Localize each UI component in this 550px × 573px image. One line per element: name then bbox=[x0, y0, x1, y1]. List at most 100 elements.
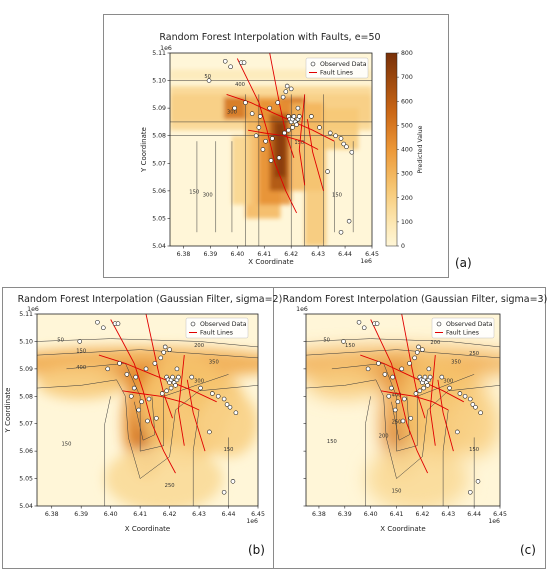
observed-point-36 bbox=[333, 133, 338, 138]
observed-point-24 bbox=[168, 385, 174, 391]
xtick-label-4: 6.42 bbox=[163, 511, 177, 518]
observed-point-44 bbox=[309, 114, 314, 119]
observed-point-36 bbox=[462, 394, 468, 399]
ytick-label-3: 5.07 bbox=[152, 160, 166, 167]
colorbar-tick-label-3: 300 bbox=[401, 171, 413, 178]
chart-title: Random Forest Interpolation with Faults,… bbox=[159, 32, 380, 43]
observed-point-40 bbox=[478, 410, 483, 416]
ytick-label-7: 5.11 bbox=[152, 50, 166, 57]
fault-line-5 bbox=[186, 379, 206, 452]
legend: Observed Data Fault Lines bbox=[185, 317, 249, 339]
heat-blob-7 bbox=[365, 445, 469, 506]
x-offset-label: 1e6 bbox=[246, 518, 258, 525]
observed-point-2 bbox=[228, 64, 233, 70]
observed-point-40 bbox=[349, 149, 355, 155]
heat-blob-8 bbox=[199, 390, 258, 457]
xtick-label-2: 6.40 bbox=[104, 511, 118, 518]
contour-label-1: 150 bbox=[76, 348, 86, 354]
colorbar-tick-label-2: 200 bbox=[401, 195, 413, 202]
contour-label-4: 400 bbox=[76, 365, 86, 371]
observed-point-35 bbox=[457, 391, 463, 396]
fault-line-0 bbox=[236, 58, 298, 214]
contour-0 bbox=[306, 338, 500, 348]
observed-point-30 bbox=[131, 385, 137, 391]
observed-point-34 bbox=[317, 125, 322, 130]
observed-point-23 bbox=[427, 374, 433, 380]
contour-4 bbox=[133, 396, 156, 441]
observed-points bbox=[341, 319, 483, 495]
heat-block-8 bbox=[304, 135, 327, 246]
observed-point-37 bbox=[467, 396, 473, 402]
observed-point-8 bbox=[133, 374, 138, 380]
fault-line-3 bbox=[122, 390, 200, 411]
xtick-label-0: 6.38 bbox=[177, 251, 191, 258]
observed-point-6 bbox=[376, 361, 381, 366]
ytick-label-4: 5.08 bbox=[152, 133, 166, 140]
observed-point-21 bbox=[294, 122, 299, 127]
xtick-label-1: 6.39 bbox=[204, 251, 218, 258]
observed-point-13 bbox=[284, 83, 290, 89]
observed-point-31 bbox=[386, 394, 392, 399]
contour-label-9: 150 bbox=[327, 439, 337, 445]
observed-point-26 bbox=[282, 130, 287, 136]
y-axis-label: Y Coordinate bbox=[4, 388, 12, 434]
colorbar-tick-label-6: 600 bbox=[401, 98, 413, 105]
observed-point-2 bbox=[361, 325, 367, 330]
xtick-label-4: 6.42 bbox=[416, 511, 430, 518]
observed-point-33 bbox=[408, 415, 414, 421]
xtick-label-2: 6.40 bbox=[364, 511, 378, 518]
observed-point-6 bbox=[117, 361, 122, 366]
observed-point-12 bbox=[161, 350, 166, 355]
xtick-label-5: 6.43 bbox=[192, 511, 206, 518]
heat-blob-8 bbox=[448, 390, 500, 457]
observed-point-5 bbox=[365, 366, 371, 372]
legend: Observed Data Fault Lines bbox=[305, 57, 369, 79]
observed-point-14 bbox=[420, 347, 425, 352]
observed-point-19 bbox=[170, 374, 175, 380]
observed-point-12 bbox=[283, 89, 289, 94]
observed-point-13 bbox=[416, 344, 421, 350]
contour-label-1: 150 bbox=[189, 190, 199, 196]
observed-point-40 bbox=[233, 410, 239, 416]
observed-point-29 bbox=[392, 407, 398, 413]
observed-point-27 bbox=[146, 396, 152, 402]
observed-point-42 bbox=[338, 229, 344, 235]
observed-point-11 bbox=[158, 355, 164, 361]
contour-label-5: 300 bbox=[194, 379, 204, 385]
heat-block-9 bbox=[323, 108, 359, 150]
heat-blob-6 bbox=[306, 366, 384, 400]
fault-line-3 bbox=[248, 129, 319, 150]
observed-point-33 bbox=[154, 415, 159, 421]
observed-point-38 bbox=[224, 402, 230, 407]
observed-point-26 bbox=[159, 391, 165, 396]
ytick-label-5: 5.09 bbox=[19, 366, 33, 373]
observed-points bbox=[77, 319, 239, 495]
legend-box bbox=[431, 317, 495, 339]
plot-frame bbox=[305, 313, 501, 507]
contour-label-11: 150 bbox=[469, 447, 479, 453]
observed-point-24 bbox=[290, 125, 295, 130]
observed-point-35 bbox=[210, 391, 215, 396]
heat-field bbox=[306, 338, 500, 506]
xtick-label-5: 6.43 bbox=[311, 251, 325, 258]
colorbar-tick-label-1: 100 bbox=[401, 219, 413, 226]
observed-point-30 bbox=[389, 385, 394, 391]
ytick-label-2: 5.06 bbox=[19, 448, 33, 455]
observed-point-34 bbox=[198, 385, 203, 391]
ytick-label-0: 5.04 bbox=[152, 243, 166, 250]
observed-point-11 bbox=[280, 94, 286, 100]
observed-point-4 bbox=[115, 321, 121, 326]
contour-1 bbox=[306, 349, 500, 359]
y-offset-label: 1e6 bbox=[160, 45, 172, 52]
observed-point-39 bbox=[227, 404, 233, 410]
observed-point-14 bbox=[288, 86, 294, 92]
ytick-label-1: 5.05 bbox=[19, 476, 33, 483]
observed-point-41 bbox=[207, 429, 212, 435]
observed-point-1 bbox=[95, 319, 100, 325]
colorbar-label: Predicted Value bbox=[417, 125, 424, 173]
legend-label-fault: Fault Lines bbox=[446, 330, 479, 337]
fault-line-0 bbox=[370, 319, 429, 474]
fault-line-1 bbox=[145, 314, 173, 419]
observed-point-0 bbox=[341, 339, 346, 344]
